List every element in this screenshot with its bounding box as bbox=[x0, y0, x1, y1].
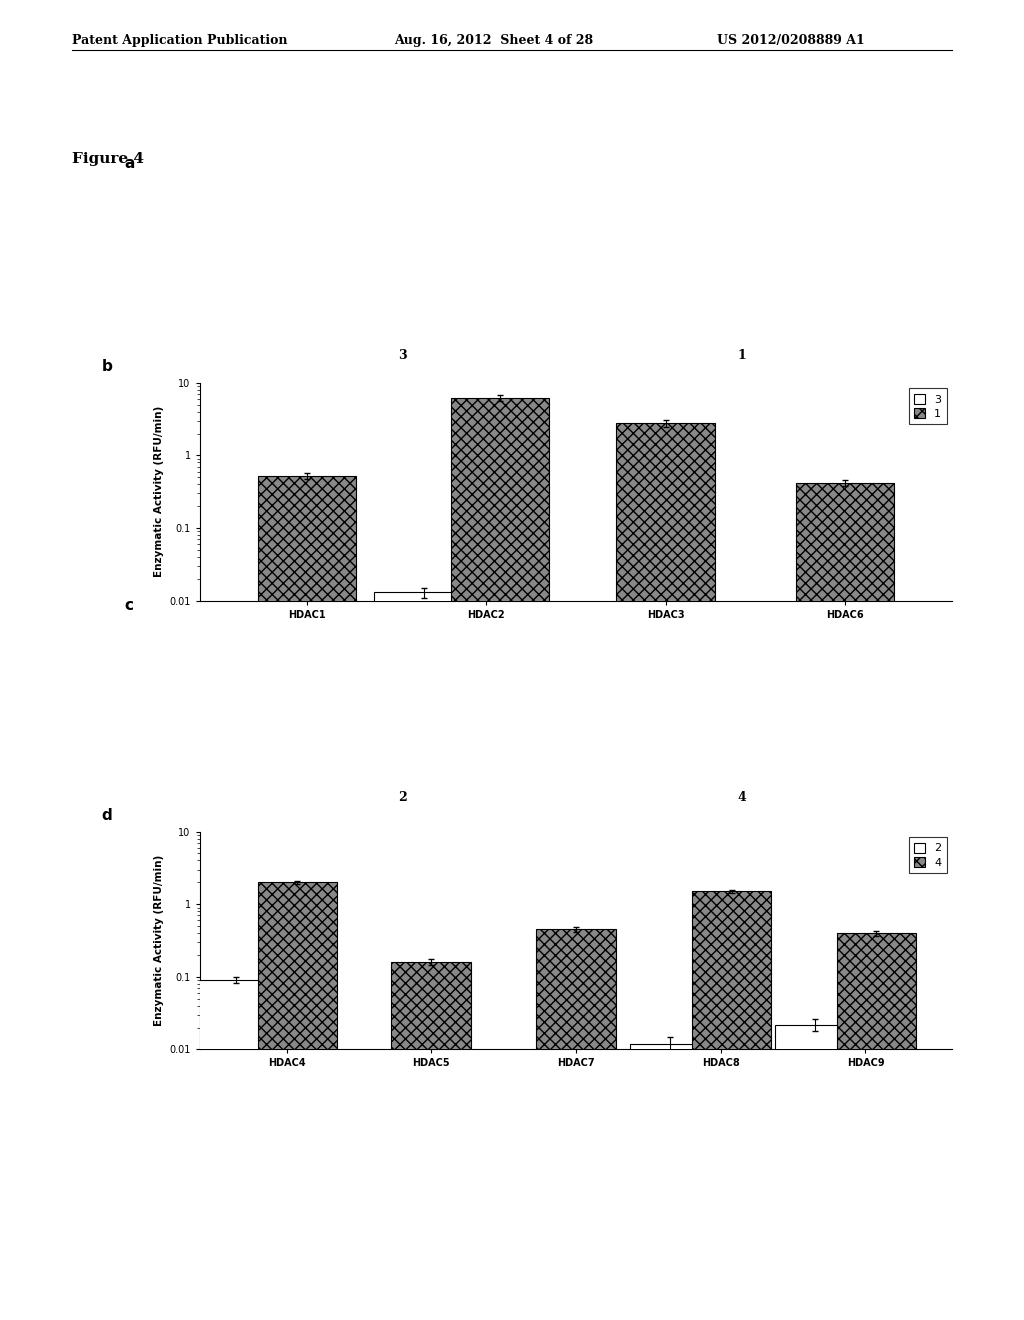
Text: 3: 3 bbox=[398, 348, 408, 362]
Legend: 3, 1: 3, 1 bbox=[908, 388, 947, 424]
Bar bbox=[616, 422, 715, 1320]
Bar bbox=[775, 1024, 855, 1320]
Bar bbox=[631, 1044, 710, 1320]
Text: Patent Application Publication: Patent Application Publication bbox=[72, 34, 287, 48]
Bar bbox=[375, 593, 473, 1320]
Text: 1: 1 bbox=[737, 348, 745, 362]
Text: US 2012/0208889 A1: US 2012/0208889 A1 bbox=[717, 34, 864, 48]
Y-axis label: Enzymatic Activity (RFU/min): Enzymatic Activity (RFU/min) bbox=[154, 407, 164, 577]
Bar bbox=[391, 962, 471, 1320]
Text: d: d bbox=[101, 808, 113, 822]
Bar bbox=[196, 981, 275, 1320]
Text: c: c bbox=[125, 598, 133, 612]
Text: 4: 4 bbox=[737, 791, 745, 804]
Text: Aug. 16, 2012  Sheet 4 of 28: Aug. 16, 2012 Sheet 4 of 28 bbox=[394, 34, 593, 48]
Bar bbox=[537, 929, 615, 1320]
Bar bbox=[451, 397, 549, 1320]
Bar bbox=[796, 483, 894, 1320]
Y-axis label: Enzymatic Activity (RFU/min): Enzymatic Activity (RFU/min) bbox=[154, 855, 164, 1026]
Bar bbox=[258, 882, 337, 1320]
Legend: 2, 4: 2, 4 bbox=[908, 837, 947, 873]
Bar bbox=[837, 933, 916, 1320]
Text: a: a bbox=[125, 156, 135, 170]
Bar bbox=[258, 477, 356, 1320]
Bar bbox=[692, 891, 771, 1320]
Text: b: b bbox=[101, 359, 113, 374]
Text: Figure 4: Figure 4 bbox=[72, 152, 143, 166]
Text: 2: 2 bbox=[398, 791, 408, 804]
